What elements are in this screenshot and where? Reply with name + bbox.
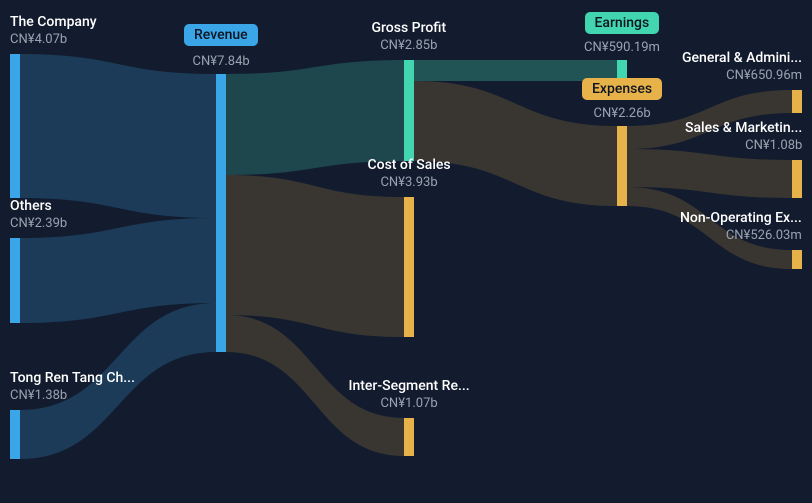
node-label-nop: Non-Operating Ex...CN¥526.03m (680, 210, 802, 244)
sankey-node-revenue[interactable] (216, 74, 226, 352)
node-value-revenue: CN¥7.84b (193, 54, 250, 69)
node-value: CN¥1.07b (349, 396, 470, 412)
node-value: CN¥4.07b (10, 32, 97, 48)
node-label-trt: Tong Ren Tang Ch...CN¥1.38b (10, 370, 135, 404)
node-title: General & Admini... (682, 50, 802, 68)
node-label-ga: General & Admini...CN¥650.96m (682, 50, 802, 84)
node-pill-earnings: Earnings (585, 12, 660, 34)
node-value: CN¥3.93b (368, 175, 451, 191)
node-value: CN¥526.03m (680, 228, 802, 244)
node-value: CN¥1.38b (10, 388, 135, 404)
sankey-node-others[interactable] (10, 238, 20, 323)
sankey-node-expenses[interactable] (617, 126, 627, 206)
node-title: Non-Operating Ex... (680, 210, 802, 228)
node-pill-expenses: Expenses (582, 78, 662, 100)
node-label-others: OthersCN¥2.39b (10, 198, 67, 232)
sankey-node-inter[interactable] (404, 418, 414, 456)
node-title: The Company (10, 14, 97, 32)
node-label-cost: Cost of SalesCN¥3.93b (368, 157, 451, 191)
node-value-expenses: CN¥2.26b (594, 106, 651, 121)
sankey-node-nop[interactable] (792, 250, 802, 269)
node-value: CN¥1.08b (685, 138, 802, 154)
node-value: CN¥650.96m (682, 68, 802, 84)
node-label-company: The CompanyCN¥4.07b (10, 14, 97, 48)
sankey-node-gross[interactable] (404, 60, 414, 161)
node-pill-revenue: Revenue (184, 24, 258, 46)
sankey-chart: The CompanyCN¥4.07b OthersCN¥2.39b Tong Re… (0, 0, 812, 503)
sankey-node-company[interactable] (10, 54, 20, 198)
node-value: CN¥2.39b (10, 216, 67, 232)
node-value-earnings: CN¥590.19m (584, 40, 660, 55)
node-title: Inter-Segment Re... (349, 378, 470, 396)
sankey-node-sm[interactable] (792, 160, 802, 198)
node-title: Gross Profit (372, 20, 447, 38)
sankey-node-ga[interactable] (792, 90, 802, 113)
node-label-sm: Sales & Marketin...CN¥1.08b (685, 120, 802, 154)
sankey-node-trt[interactable] (10, 410, 20, 459)
node-label-gross: Gross ProfitCN¥2.85b (372, 20, 447, 54)
sankey-link (226, 175, 404, 337)
node-title: Sales & Marketin... (685, 120, 802, 138)
node-title: Cost of Sales (368, 157, 451, 175)
sankey-link (20, 54, 216, 218)
node-label-inter: Inter-Segment Re...CN¥1.07b (349, 378, 470, 412)
node-title: Tong Ren Tang Ch... (10, 370, 135, 388)
sankey-node-cost[interactable] (404, 197, 414, 337)
node-value: CN¥2.85b (372, 38, 447, 54)
node-title: Others (10, 198, 67, 216)
